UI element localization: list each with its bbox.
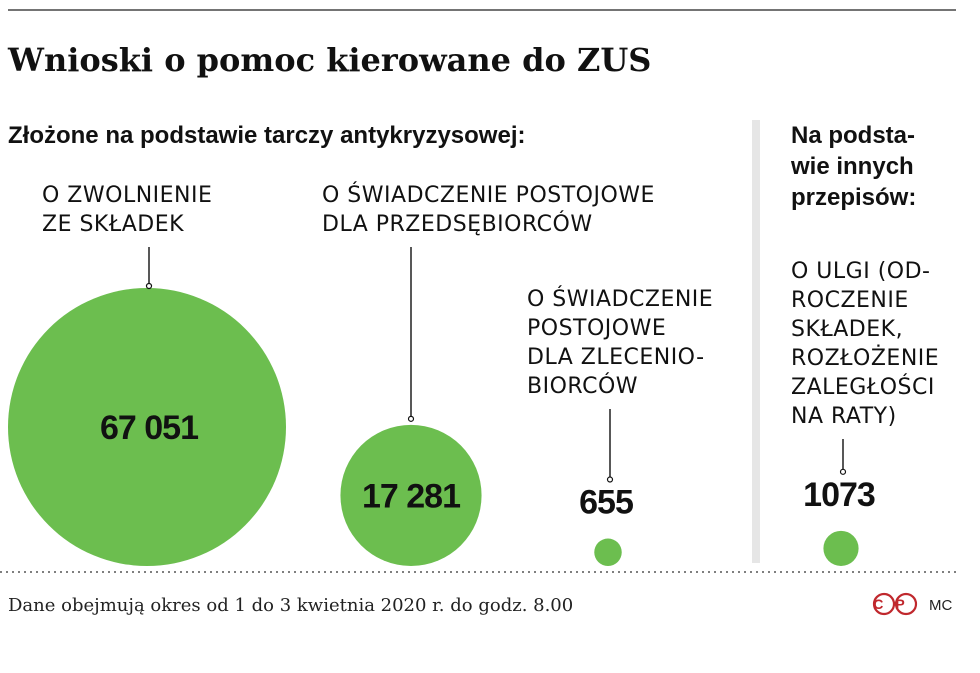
bubble-label-0-line-0: O ZWOLNIENIE bbox=[42, 183, 212, 208]
bubble-label-2-line-0: O ŚWIADCZENIE bbox=[527, 286, 713, 312]
footer-credit: MC bbox=[929, 597, 952, 614]
value-label-1: 17 281 bbox=[362, 477, 460, 515]
bubble-label-3-line-2: SKŁADEK, bbox=[791, 317, 903, 342]
leader-dot-1 bbox=[407, 415, 415, 422]
group-heading-tarcza: Złożone na podstawie tarczy antykryzysow… bbox=[8, 122, 525, 149]
bubble-label-3-line-0: O ULGI (OD- bbox=[791, 259, 930, 284]
leader-dot-3 bbox=[839, 468, 847, 475]
bubble-label-1-line-0: O ŚWIADCZENIE POSTOJOWE bbox=[322, 182, 655, 208]
bubble-label-3-line-5: NA RATY) bbox=[791, 404, 897, 429]
bubble-2 bbox=[594, 538, 622, 566]
group-heading-other: Na podsta-wie innych przepisów: bbox=[790, 122, 916, 211]
bubble-0 bbox=[8, 288, 286, 566]
footer-note: Dane obejmują okres od 1 do 3 kwietnia 2… bbox=[8, 595, 573, 616]
value-label-3: 1073 bbox=[803, 476, 875, 514]
bubble-label-1-line-1: DLA PRZEDSĘBIORCÓW bbox=[322, 211, 593, 237]
group-heading-other-line-1: wie innych bbox=[790, 153, 914, 180]
leader-dot-0 bbox=[145, 282, 153, 290]
value-label-0: 67 051 bbox=[100, 409, 198, 447]
bubble-1 bbox=[340, 424, 482, 566]
group-heading-other-line-0: Na podsta- bbox=[791, 122, 915, 149]
cp-logo: CP bbox=[872, 592, 918, 616]
bubble-label-2-line-1: POSTOJOWE bbox=[527, 316, 666, 341]
bubble-label-3-line-4: ZALEGŁOŚCI bbox=[791, 374, 935, 400]
bubble-label-3-line-1: ROCZENIE bbox=[791, 288, 909, 313]
group-heading-other-line-2: przepisów: bbox=[791, 184, 916, 211]
bubble-3 bbox=[823, 530, 859, 566]
leader-dot-2 bbox=[606, 476, 614, 483]
bubble-label-2-line-3: BIORCÓW bbox=[527, 373, 638, 399]
group-divider bbox=[752, 120, 760, 563]
bubble-label-0-line-1: ZE SKŁADEK bbox=[42, 212, 184, 237]
bubble-label-2-line-2: DLA ZLECENIO- bbox=[527, 345, 705, 370]
cp-logo-text: CP bbox=[873, 596, 916, 612]
bubble-label-3-line-3: ROZŁOŻENIE bbox=[791, 345, 939, 371]
value-label-2: 655 bbox=[579, 484, 633, 522]
chart-title: Wnioski o pomoc kierowane do ZUS bbox=[7, 41, 651, 79]
bubbles-layer: O ZWOLNIENIE ZE SKŁADEK 67 051 O ŚWIADCZENI… bbox=[8, 182, 939, 566]
